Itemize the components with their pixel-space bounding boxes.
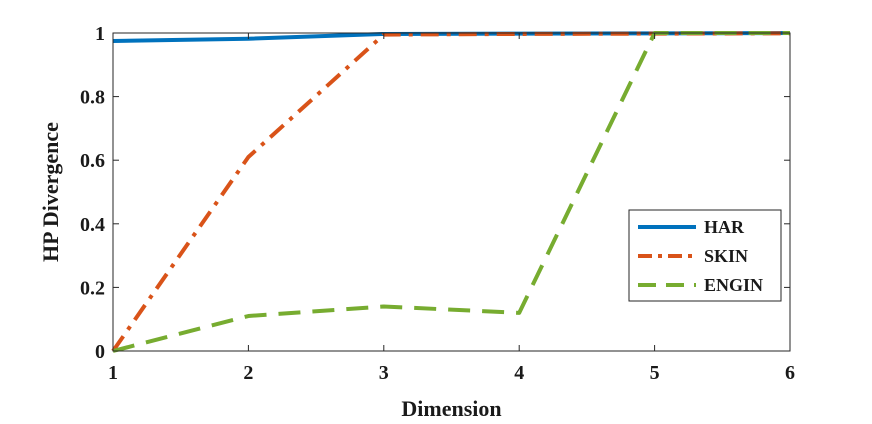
legend: HAR SKIN ENGIN [628,209,782,302]
x-tick-label: 6 [785,362,795,384]
y-tick-label: 0.8 [80,87,105,109]
legend-label-har: HAR [704,217,745,237]
y-tick-label: 1 [95,23,105,45]
legend-label-engin: ENGIN [704,275,763,295]
axes: 1 2 3 4 5 6 0 0.2 0.4 0.6 0.8 1 [80,23,795,384]
legend-label-skin: SKIN [704,246,748,266]
x-tick-label: 1 [108,362,118,384]
x-axis-title: Dimension [401,396,501,421]
x-tick-label: 3 [379,362,389,384]
x-tick-label: 5 [650,362,660,384]
axes-box [112,32,791,352]
y-axis-title: HP Divergence [38,122,63,262]
x-tick-label: 2 [243,362,253,384]
series-line-engin [112,31,790,353]
y-tick-label: 0.4 [80,214,105,236]
y-tick-label: 0.6 [80,150,105,172]
series-line-skin [111,31,791,353]
y-tick-label: 0 [95,341,105,363]
y-tick-label: 0.2 [80,277,105,299]
x-tick-label: 4 [514,362,524,384]
series-layer [111,31,791,353]
